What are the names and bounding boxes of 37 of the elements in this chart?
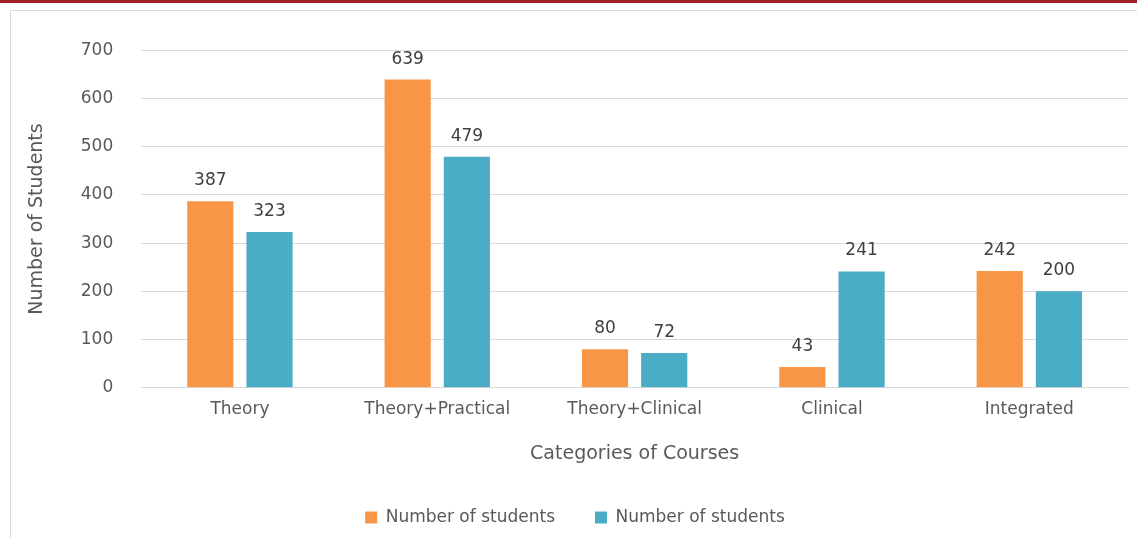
bar [1035, 291, 1083, 388]
data-label: 639 [391, 47, 424, 68]
bar [641, 353, 688, 388]
y-tick-label: 100 [80, 327, 114, 348]
bar [443, 156, 490, 388]
bar [976, 271, 1023, 388]
data-label: 80 [594, 317, 616, 338]
y-tick-label: 0 [102, 376, 114, 397]
y-axis-title: Number of Students [24, 123, 47, 315]
bar [838, 271, 885, 388]
bar [187, 201, 234, 388]
y-tick-label: 600 [80, 86, 114, 107]
data-label: 43 [791, 334, 814, 355]
x-axis-title: Categories of Courses [530, 440, 740, 463]
data-label: 200 [1042, 259, 1076, 280]
y-tick-label: 200 [80, 279, 114, 300]
x-tick-label: Theory+Practical [363, 398, 511, 419]
data-label: 242 [983, 239, 1016, 260]
x-tick-label: Theory+Clinical [566, 398, 702, 419]
data-label: 387 [194, 169, 227, 190]
bar [581, 349, 629, 388]
x-tick-label: Clinical [801, 398, 863, 419]
y-tick-label: 700 [80, 38, 114, 59]
y-tick-label: 300 [80, 231, 114, 252]
bar [384, 79, 431, 388]
y-tick-label: 400 [80, 183, 114, 204]
data-label: 72 [653, 321, 676, 341]
y-tick-label: 500 [80, 135, 114, 156]
data-label: 241 [845, 239, 878, 260]
bar [779, 367, 826, 388]
data-label: 323 [253, 199, 286, 220]
legend-label: Number of students [385, 505, 556, 526]
x-tick-label: Theory [209, 398, 270, 419]
legend-label: Number of students [615, 505, 785, 526]
x-tick-label: Integrated [984, 398, 1074, 419]
data-label: 479 [450, 124, 484, 145]
bar [246, 232, 293, 388]
